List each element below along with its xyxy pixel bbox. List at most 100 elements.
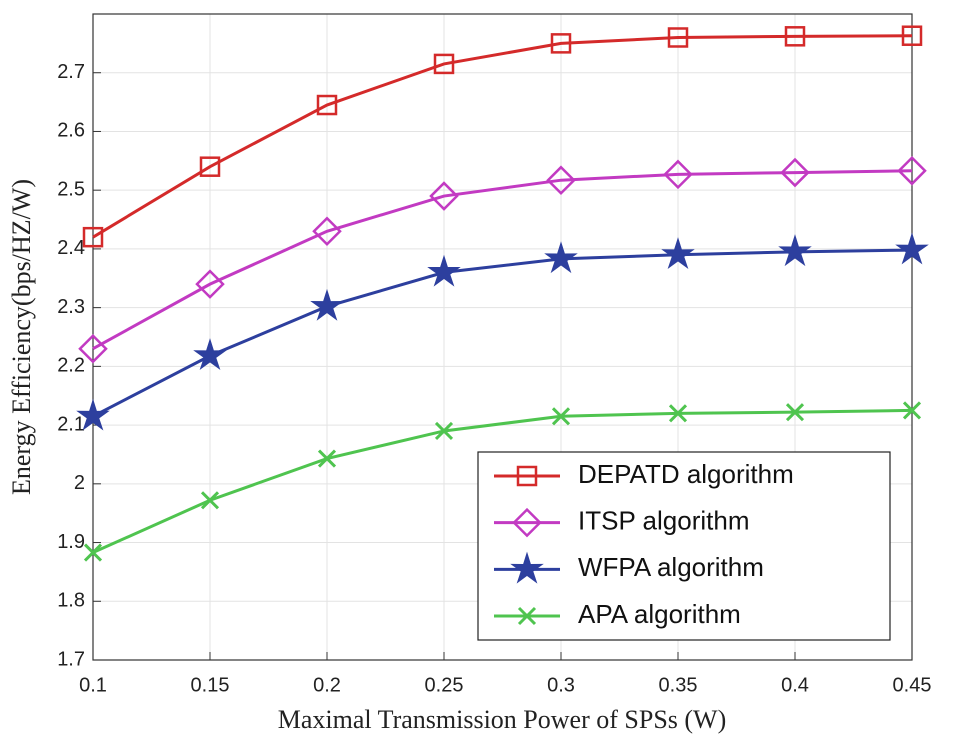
y-tick-label: 2.4 xyxy=(57,237,85,259)
marker xyxy=(199,156,221,177)
x-tick-label: 0.35 xyxy=(659,674,698,696)
marker xyxy=(82,226,104,248)
marker xyxy=(778,234,812,267)
marker xyxy=(663,159,693,190)
legend-label: WFPA algorithm xyxy=(578,552,764,582)
marker-shape xyxy=(316,94,338,116)
legend-box xyxy=(477,451,891,641)
marker xyxy=(895,232,929,265)
marker-shape xyxy=(546,165,576,195)
marker xyxy=(902,401,922,420)
y-tick-label: 1.9 xyxy=(57,531,85,553)
marker xyxy=(83,543,103,562)
marker-shape xyxy=(429,181,459,211)
marker xyxy=(901,25,923,46)
marker-shape xyxy=(544,241,578,274)
marker xyxy=(512,507,542,538)
y-tick-label: 2.1 xyxy=(57,413,85,435)
marker-shape xyxy=(668,404,688,423)
marker-shape xyxy=(551,407,571,426)
x-tick-label: 0.2 xyxy=(313,674,341,696)
marker-shape xyxy=(901,25,923,46)
marker-shape xyxy=(199,156,221,177)
x-tick-label: 0.1 xyxy=(79,674,107,696)
marker-shape xyxy=(78,333,108,364)
y-tick-label: 2 xyxy=(74,472,85,494)
marker-shape xyxy=(516,465,538,487)
y-axis-label: Energy Efficiency(bps/HZ/W) xyxy=(7,179,36,495)
y-tick-label: 1.8 xyxy=(57,590,85,612)
marker xyxy=(433,53,455,75)
marker xyxy=(667,27,689,48)
x-tick-label: 0.4 xyxy=(781,674,809,696)
marker-shape xyxy=(784,26,806,47)
marker-shape xyxy=(427,254,461,287)
marker-shape xyxy=(433,53,455,75)
marker-shape xyxy=(550,33,572,54)
marker xyxy=(544,241,578,274)
marker xyxy=(78,333,108,364)
marker-shape xyxy=(312,216,342,247)
marker-shape xyxy=(778,234,812,267)
marker xyxy=(434,421,454,441)
marker xyxy=(784,26,806,47)
marker xyxy=(546,165,576,195)
marker-shape xyxy=(897,156,927,186)
y-tick-label: 2.3 xyxy=(57,296,85,318)
legend-label: DEPATD algorithm xyxy=(578,459,794,489)
x-tick-label: 0.3 xyxy=(547,674,575,696)
marker-shape xyxy=(317,449,337,468)
marker xyxy=(316,94,338,116)
y-tick-label: 2.5 xyxy=(57,178,85,200)
marker xyxy=(668,404,688,423)
marker xyxy=(516,465,538,487)
marker-shape xyxy=(895,232,929,265)
legend: DEPATD algorithm ITSP algorithm WFPA algor… xyxy=(477,451,891,641)
marker-shape xyxy=(434,421,454,441)
marker-shape xyxy=(902,401,922,420)
series-line xyxy=(92,169,913,351)
legend-label: APA algorithm xyxy=(578,599,741,629)
marker-shape xyxy=(512,507,542,538)
marker-shape xyxy=(663,159,693,190)
marker xyxy=(310,288,344,321)
marker xyxy=(785,403,805,422)
series-line xyxy=(92,408,913,554)
marker xyxy=(317,449,337,468)
x-tick-label: 0.25 xyxy=(425,674,464,696)
marker xyxy=(195,269,225,299)
marker-shape xyxy=(200,491,220,510)
legend-label: ITSP algorithm xyxy=(578,506,749,536)
y-tick-label: 2.6 xyxy=(57,120,85,142)
marker-shape xyxy=(195,269,225,299)
x-tick-label: 0.45 xyxy=(893,674,932,696)
marker-shape xyxy=(83,543,103,562)
x-axis-label: Maximal Transmission Power of SPSs (W) xyxy=(278,705,727,734)
marker-shape xyxy=(661,237,695,270)
marker xyxy=(76,398,110,431)
x-tick-label: 0.15 xyxy=(191,674,230,696)
marker xyxy=(897,156,927,186)
marker xyxy=(510,551,544,584)
marker-shape xyxy=(310,288,344,321)
marker-shape xyxy=(785,403,805,422)
marker-shape xyxy=(76,398,110,431)
marker xyxy=(312,216,342,247)
marker xyxy=(550,33,572,54)
marker xyxy=(193,338,227,371)
marker xyxy=(780,157,810,188)
marker-shape xyxy=(82,226,104,248)
series-line xyxy=(92,34,913,239)
marker xyxy=(551,407,571,426)
marker-shape xyxy=(780,157,810,188)
y-tick-label: 2.2 xyxy=(57,355,85,377)
marker xyxy=(200,491,220,510)
marker xyxy=(429,181,459,211)
y-tick-label: 2.7 xyxy=(57,61,85,83)
y-tick-label: 1.7 xyxy=(57,648,85,670)
marker-shape xyxy=(667,27,689,48)
marker xyxy=(427,254,461,287)
marker-shape xyxy=(517,606,537,626)
marker xyxy=(517,606,537,626)
